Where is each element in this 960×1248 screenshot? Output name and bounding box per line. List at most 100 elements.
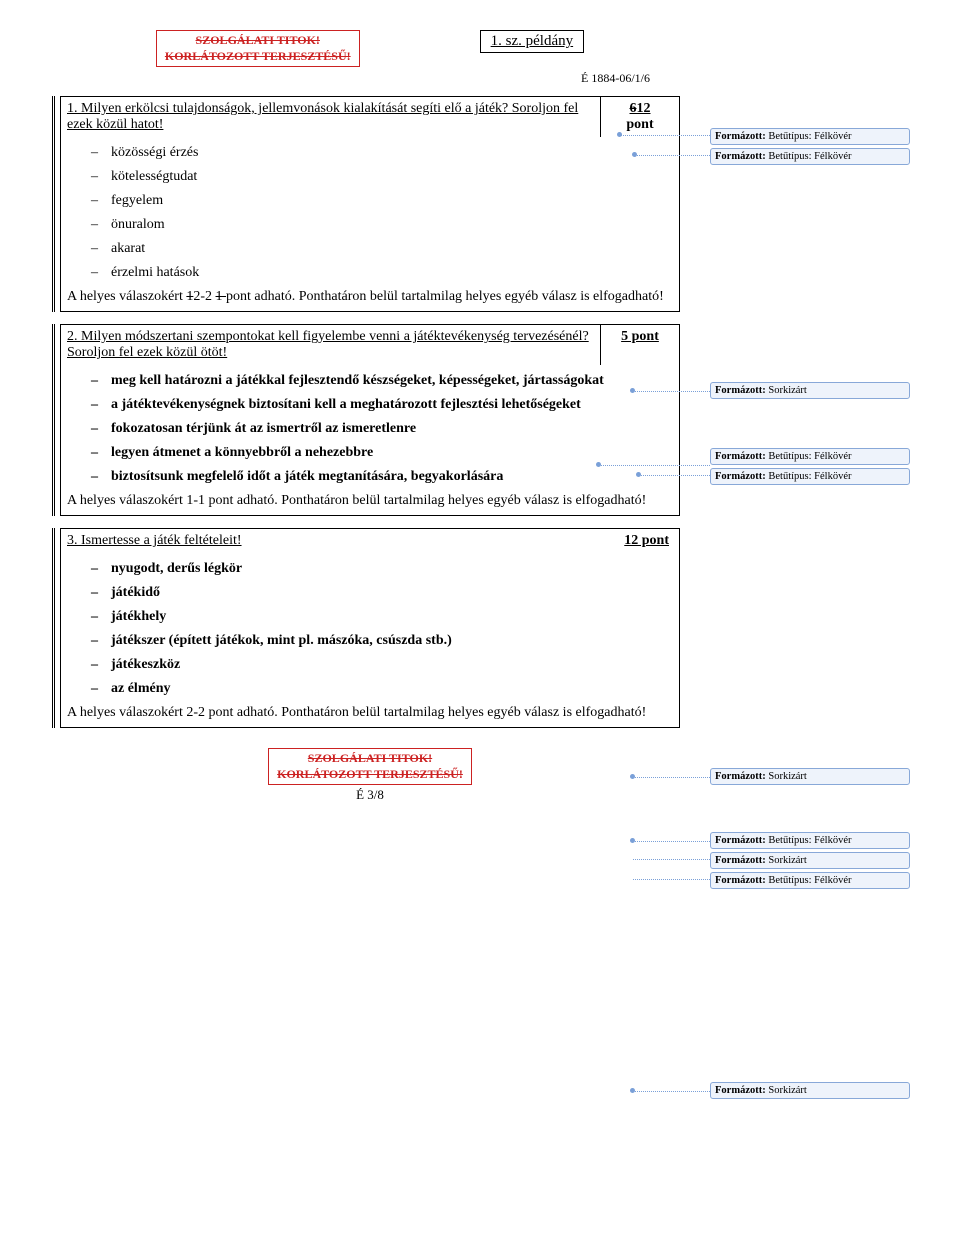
comment-bold: Formázott: Betűtípus: Félkövér — [710, 468, 910, 485]
question-2-title: 2. Milyen módszertani szempontokat kell … — [67, 329, 589, 360]
question-3-wrap: 3. Ismertesse a játék feltételeit! 12 po… — [60, 528, 680, 728]
question-3-note: A helyes válaszokért 2-2 pont adható. Po… — [61, 705, 679, 727]
classification-box-top: SZOLGÁLATI TITOK! KORLÁTOZOTT TERJESZTÉS… — [156, 30, 360, 67]
comment-text: Betűtípus: Félkövér — [768, 875, 851, 886]
list-item: játékhely — [91, 609, 679, 625]
list-item: játékidő — [91, 585, 679, 601]
comment-justify: Formázott: Sorkizárt — [710, 382, 910, 399]
q1-points-main: 12 — [637, 101, 651, 116]
q2-points: 5 pont — [621, 329, 659, 344]
q1-note-s2: 1 — [216, 289, 227, 304]
q1-points-strike: 6 — [630, 101, 637, 116]
comment-text: Sorkizárt — [768, 385, 807, 396]
comment-text: Sorkizárt — [768, 1085, 807, 1096]
comment-label: Formázott: — [715, 471, 766, 482]
question-2-wrap: 2. Milyen módszertani szempontokat kell … — [60, 324, 680, 516]
list-item: biztosítsunk megfelelő időt a játék megt… — [91, 469, 679, 485]
list-item: legyen átmenet a könnyebbről a nehezebbr… — [91, 445, 679, 461]
comment-text: Sorkizárt — [768, 855, 807, 866]
revision-bars — [52, 96, 56, 312]
comment-bold: Formázott: Betűtípus: Félkövér — [710, 128, 910, 145]
classification-line2: KORLÁTOZOTT TERJESZTÉSŰ! — [165, 49, 351, 63]
comment-bold: Formázott: Betűtípus: Félkövér — [710, 832, 910, 849]
list-item: önuralom — [91, 217, 679, 233]
doc-number: É 1884-06/1/6 — [90, 71, 650, 86]
question-1-note: A helyes válaszokért 12-2 1 pont adható.… — [61, 289, 679, 311]
comment-bold: Formázott: Betűtípus: Félkövér — [710, 448, 910, 465]
comment-label: Formázott: — [715, 385, 766, 396]
connector-line — [633, 1091, 710, 1092]
question-1-items: közösségi érzés kötelességtudat fegyelem… — [61, 145, 679, 281]
revision-bars — [52, 324, 56, 516]
peldany-box: 1. sz. példány — [480, 30, 584, 53]
comment-justify: Formázott: Sorkizárt — [710, 768, 910, 785]
question-1-wrap: 1. Milyen erkölcsi tulajdonságok, jellem… — [60, 96, 680, 312]
comment-label: Formázott: — [715, 835, 766, 846]
footer-page: É 3/8 — [60, 787, 680, 803]
comment-justify: Formázott: Sorkizárt — [710, 1082, 910, 1099]
question-3-items: nyugodt, derűs légkör játékidő játékhely… — [61, 561, 679, 697]
connector-line — [639, 475, 710, 476]
comment-justify: Formázott: Sorkizárt — [710, 852, 910, 869]
connector-line — [633, 841, 710, 842]
comment-text: Betűtípus: Félkövér — [768, 835, 851, 846]
q1-note-prefix: A helyes válaszokért — [67, 289, 186, 304]
comment-bold: Formázott: Betűtípus: Félkövér — [710, 148, 910, 165]
question-1-points: 612 pont — [601, 97, 679, 137]
comment-text: Betűtípus: Félkövér — [768, 151, 851, 162]
comment-text: Betűtípus: Félkövér — [768, 451, 851, 462]
question-1-title: 1. Milyen erkölcsi tulajdonságok, jellem… — [67, 101, 578, 132]
list-item: meg kell határozni a játékkal fejleszten… — [91, 373, 679, 389]
question-1-header: 1. Milyen erkölcsi tulajdonságok, jellem… — [61, 97, 679, 137]
list-item: az élmény — [91, 681, 679, 697]
connector-line — [599, 465, 710, 466]
question-2-note: A helyes válaszokért 1-1 pont adható. Po… — [61, 493, 679, 515]
question-1-box: 1. Milyen erkölcsi tulajdonságok, jellem… — [60, 96, 680, 312]
q1-note-mid: 2-2 — [193, 289, 215, 304]
list-item: fokozatosan térjünk át az ismertről az i… — [91, 421, 679, 437]
question-3-title: 3. Ismertesse a játék feltételeit! — [61, 529, 595, 553]
comment-text: Betűtípus: Félkövér — [768, 471, 851, 482]
classification-box-bottom: SZOLGÁLATI TITOK! KORLÁTOZOTT TERJESZTÉS… — [268, 748, 472, 785]
list-item: nyugodt, derűs légkör — [91, 561, 679, 577]
question-2-items: meg kell határozni a játékkal fejleszten… — [61, 373, 679, 485]
question-2-title-cell: 2. Milyen módszertani szempontokat kell … — [61, 325, 601, 365]
connector-line — [620, 135, 710, 136]
comment-label: Formázott: — [715, 151, 766, 162]
question-3-points: 12 pont — [595, 529, 679, 553]
classification-line2-b: KORLÁTOZOTT TERJESZTÉSŰ! — [277, 767, 463, 781]
list-item: érzelmi hatások — [91, 265, 679, 281]
connector-line — [633, 879, 710, 880]
comment-label: Formázott: — [715, 451, 766, 462]
connector-line — [633, 777, 710, 778]
comment-text: Betűtípus: Félkövér — [768, 131, 851, 142]
list-item: a játéktevékenységnek biztosítani kell a… — [91, 397, 679, 413]
classification-line1-b: SZOLGÁLATI TITOK! — [308, 751, 432, 765]
list-item: akarat — [91, 241, 679, 257]
question-3-header: 3. Ismertesse a játék feltételeit! 12 po… — [61, 529, 679, 553]
connector-line — [633, 391, 710, 392]
comment-label: Formázott: — [715, 131, 766, 142]
q3-points: 12 pont — [624, 533, 669, 548]
connector-line — [635, 155, 710, 156]
classification-line1: SZOLGÁLATI TITOK! — [196, 33, 320, 47]
comment-text: Sorkizárt — [768, 771, 807, 782]
list-item: játékszer (épített játékok, mint pl. más… — [91, 633, 679, 649]
header-row: SZOLGÁLATI TITOK! KORLÁTOZOTT TERJESZTÉS… — [60, 30, 680, 67]
q1-points-suffix: pont — [626, 117, 653, 132]
list-item: játékeszköz — [91, 657, 679, 673]
comment-label: Formázott: — [715, 1085, 766, 1096]
list-item: közösségi érzés — [91, 145, 679, 161]
list-item: kötelességtudat — [91, 169, 679, 185]
revision-bars — [52, 528, 56, 728]
comment-label: Formázott: — [715, 771, 766, 782]
question-2-header: 2. Milyen módszertani szempontokat kell … — [61, 325, 679, 365]
page: SZOLGÁLATI TITOK! KORLÁTOZOTT TERJESZTÉS… — [0, 0, 700, 823]
comment-bold: Formázott: Betűtípus: Félkövér — [710, 872, 910, 889]
connector-line — [633, 859, 710, 860]
comment-label: Formázott: — [715, 875, 766, 886]
question-3-box: 3. Ismertesse a játék feltételeit! 12 po… — [60, 528, 680, 728]
footer: SZOLGÁLATI TITOK! KORLÁTOZOTT TERJESZTÉS… — [60, 748, 680, 803]
question-2-box: 2. Milyen módszertani szempontokat kell … — [60, 324, 680, 516]
question-2-points: 5 pont — [601, 325, 679, 365]
